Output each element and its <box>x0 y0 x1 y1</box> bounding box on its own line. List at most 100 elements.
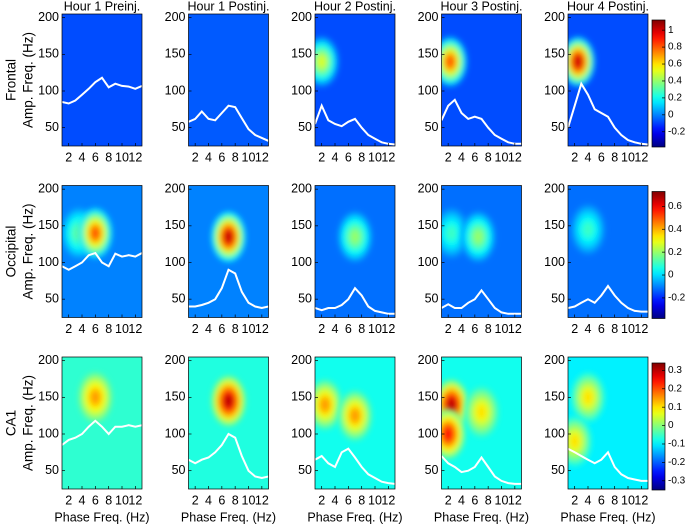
x-tick-label: 8 <box>232 322 239 336</box>
colorbar-tick-label: 0 <box>668 109 674 120</box>
y-tick-label: 100 <box>165 426 186 440</box>
y-tick-label: 200 <box>165 10 186 24</box>
x-tick-label: 2 <box>192 322 199 336</box>
x-tick-label: 2 <box>65 493 72 507</box>
y-tick-label: 50 <box>45 120 59 134</box>
x-axis-label: Phase Freq. (Hz) <box>54 510 149 524</box>
x-tick-label: 12 <box>128 493 142 507</box>
x-tick-label: 8 <box>611 322 618 336</box>
hotspot <box>568 36 595 87</box>
x-tick-label: 8 <box>358 150 365 164</box>
hotspot <box>441 409 466 459</box>
x-tick-label: 4 <box>79 322 86 336</box>
y-tick-label: 200 <box>38 353 59 367</box>
x-tick-label: 10 <box>368 493 382 507</box>
heatmap-panel <box>315 185 395 318</box>
mean-amplitude-line <box>568 284 648 313</box>
y-tick-label: 100 <box>38 83 59 97</box>
x-tick-label: 10 <box>242 493 256 507</box>
x-tick-label: 8 <box>358 322 365 336</box>
mean-amplitude-line <box>315 286 395 315</box>
x-tick-label: 12 <box>128 150 142 164</box>
y-tick-label: 50 <box>172 291 186 305</box>
column-title: Hour 3 Postinj. <box>441 0 523 13</box>
y-tick-label: 50 <box>425 291 439 305</box>
x-tick-label: 10 <box>621 493 635 507</box>
x-tick-label: 2 <box>318 322 325 336</box>
y-tick-label: 150 <box>291 47 312 61</box>
x-tick-label: 10 <box>621 150 635 164</box>
x-tick-label: 8 <box>611 150 618 164</box>
x-tick-label: 10 <box>115 322 129 336</box>
x-tick-label: 2 <box>571 150 578 164</box>
column-title: Hour 4 Postinj. <box>567 0 649 13</box>
y-tick-label: 200 <box>38 181 59 195</box>
x-tick-label: 8 <box>105 493 112 507</box>
panel-frame <box>188 356 269 490</box>
y-tick-label: 150 <box>38 218 59 232</box>
panel-frame <box>441 356 522 490</box>
x-tick-label: 12 <box>634 322 648 336</box>
column-title: Hour 1 Postinj. <box>188 0 270 13</box>
x-axis-label: Phase Freq. (Hz) <box>434 510 529 524</box>
heatmap-panel <box>568 185 648 318</box>
x-tick-label: 2 <box>445 150 452 164</box>
y-tick-label: 200 <box>38 10 59 24</box>
hotspot <box>338 390 372 441</box>
heatmap-background <box>188 14 269 146</box>
x-tick-label: 4 <box>332 322 339 336</box>
mean-amplitude-line <box>188 432 269 480</box>
panel-frame <box>441 13 522 147</box>
x-tick-label: 10 <box>495 493 509 507</box>
hotspot <box>441 36 468 87</box>
y-tick-label: 200 <box>544 353 565 367</box>
y-tick-label: 150 <box>291 390 312 404</box>
x-tick-label: 2 <box>65 322 72 336</box>
y-tick-label: 50 <box>298 463 312 477</box>
colorbar-tick-label: 0.6 <box>668 201 682 212</box>
hotspot <box>78 372 113 423</box>
x-tick-label: 10 <box>115 493 129 507</box>
y-tick-label: 50 <box>45 463 59 477</box>
y-tick-label: 150 <box>418 390 439 404</box>
x-tick-label: 6 <box>218 493 225 507</box>
panel-frame <box>567 356 649 490</box>
x-tick-label: 8 <box>485 150 492 164</box>
colorbar-tick-label: 0 <box>668 270 674 281</box>
x-tick-label: 8 <box>232 493 239 507</box>
y-tick-label: 150 <box>418 47 439 61</box>
colorbar <box>651 191 666 319</box>
x-tick-label: 12 <box>255 493 269 507</box>
x-tick-label: 10 <box>242 150 256 164</box>
x-tick-label: 8 <box>611 493 618 507</box>
y-tick-label: 150 <box>38 47 59 61</box>
hotspot <box>571 204 605 255</box>
x-axis-label: Phase Freq. (Hz) <box>307 510 402 524</box>
x-tick-label: 4 <box>205 322 212 336</box>
mean-amplitude-line <box>315 447 395 485</box>
heatmap-panel <box>188 357 269 489</box>
heatmap-background <box>62 14 142 146</box>
heatmap-panel <box>62 14 142 146</box>
y-axis-label: Amp. Freq. (Hz) <box>21 375 36 471</box>
y-tick-label: 200 <box>544 181 565 195</box>
panel-frame <box>61 185 143 318</box>
y-tick-label: 200 <box>418 181 439 195</box>
colorbar-tick-label: -0.2 <box>668 126 685 137</box>
mean-amplitude-line <box>568 447 648 482</box>
y-tick-label: 150 <box>165 390 186 404</box>
x-tick-label: 2 <box>318 150 325 164</box>
heatmap-panel <box>188 185 269 318</box>
x-tick-label: 4 <box>79 493 86 507</box>
heatmap-panel <box>62 185 142 318</box>
x-axis-label: Phase Freq. (Hz) <box>181 510 276 524</box>
hotspot <box>461 211 496 262</box>
y-tick-label: 100 <box>291 426 312 440</box>
colorbar-tick-label: 0.4 <box>668 224 682 235</box>
x-tick-label: 8 <box>358 493 365 507</box>
x-tick-label: 6 <box>92 150 99 164</box>
y-tick-label: 50 <box>298 291 312 305</box>
x-tick-label: 6 <box>598 322 605 336</box>
y-tick-label: 100 <box>418 426 439 440</box>
